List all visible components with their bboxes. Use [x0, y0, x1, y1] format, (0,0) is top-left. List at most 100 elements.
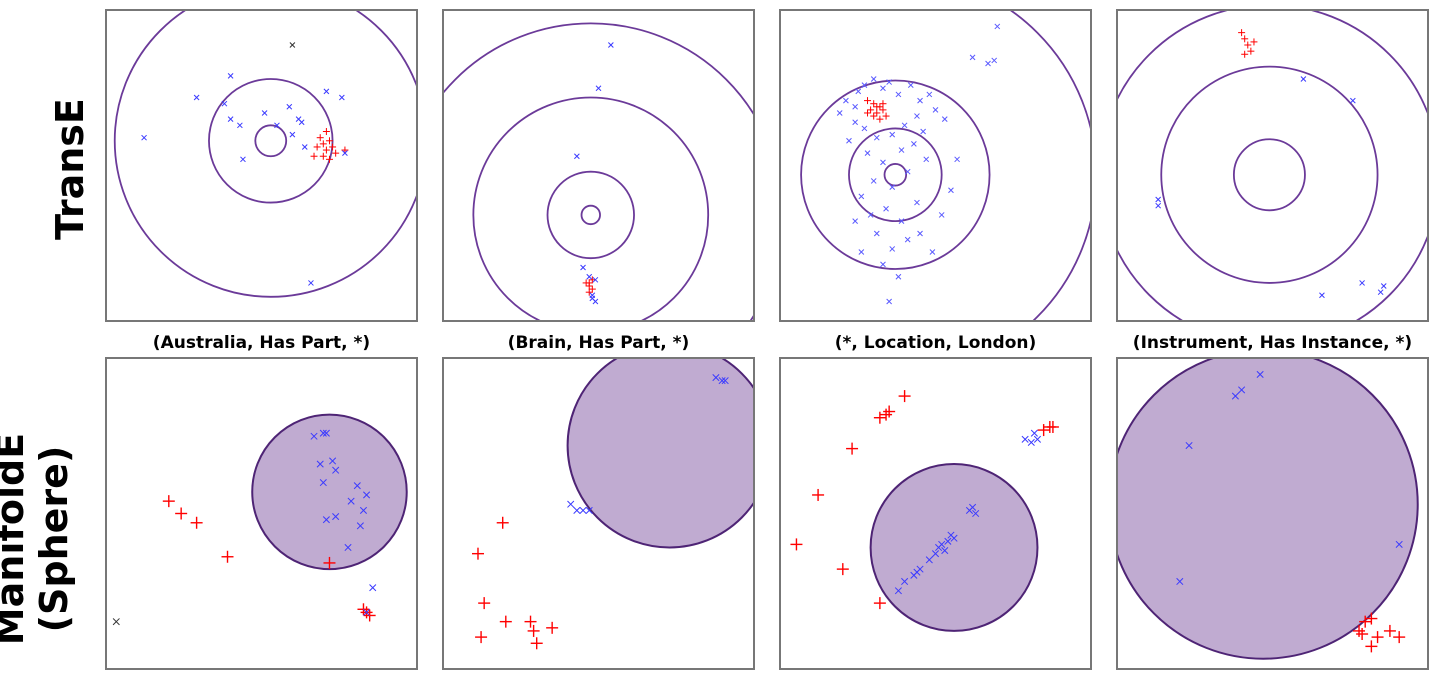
x-b — [221, 100, 228, 107]
x-marker — [880, 85, 886, 92]
plus-marker — [322, 146, 330, 154]
plus-marker — [499, 615, 512, 628]
x-marker — [994, 23, 1001, 30]
chart-panel-transe-brain — [442, 9, 755, 322]
plus-marker — [812, 488, 825, 501]
x-b — [873, 134, 880, 141]
plus-marker — [1371, 631, 1384, 644]
plus-marker — [1037, 424, 1050, 437]
x-marker — [1176, 577, 1184, 586]
x-marker — [347, 497, 355, 505]
x-marker — [914, 113, 920, 119]
plus-marker — [876, 115, 884, 123]
chart-panel-manifolde-australia — [105, 357, 418, 670]
ring-2 — [472, 96, 710, 320]
x-marker — [889, 246, 896, 252]
chart-panel-manifolde-london — [779, 357, 1092, 670]
sphere-region — [869, 463, 1039, 632]
x-b — [359, 506, 368, 514]
x-b — [914, 199, 920, 206]
x-b — [941, 547, 949, 555]
chart-svg — [113, 11, 416, 298]
plus-marker — [322, 128, 330, 136]
x-b — [852, 218, 859, 224]
x-b — [883, 205, 889, 212]
x-marker — [935, 543, 943, 552]
x-b — [994, 23, 1001, 30]
x-marker — [712, 373, 720, 382]
x-b — [907, 82, 914, 89]
plus-marker — [175, 507, 188, 520]
x-marker — [286, 103, 293, 110]
x-b — [1349, 97, 1356, 104]
plus-marker — [475, 631, 488, 644]
x-marker — [227, 73, 234, 79]
ring-0 — [254, 124, 288, 158]
x-b — [948, 187, 954, 194]
x-b — [567, 500, 575, 508]
x-marker — [883, 205, 889, 212]
x-b — [592, 276, 599, 283]
x-b — [1238, 386, 1246, 394]
x-marker — [1395, 540, 1403, 548]
chart-svg — [471, 359, 753, 650]
x-marker — [322, 429, 330, 437]
x-b — [353, 482, 361, 490]
x-b — [861, 82, 868, 89]
ring-1 — [1160, 65, 1379, 284]
plus-marker — [319, 140, 327, 148]
x-marker — [864, 150, 871, 156]
x-b — [880, 261, 886, 268]
sphere-region — [251, 413, 408, 571]
x-b — [227, 116, 234, 123]
plus-marker — [325, 137, 333, 145]
plus-marker — [310, 152, 318, 160]
x-marker — [867, 212, 874, 218]
x-marker — [846, 137, 852, 144]
x-b — [920, 128, 926, 135]
x-marker — [932, 107, 939, 113]
x-b — [1021, 435, 1029, 443]
plus-marker — [588, 285, 596, 293]
ring-2 — [1118, 11, 1427, 320]
x-marker — [227, 116, 234, 123]
x-b — [901, 122, 908, 129]
x-b — [1395, 540, 1403, 548]
x-b — [1027, 438, 1035, 446]
x-b — [363, 608, 371, 616]
plus-marker — [478, 597, 491, 610]
x-marker — [1033, 435, 1042, 443]
sphere-region — [1118, 359, 1419, 660]
x-marker — [1319, 292, 1325, 299]
plus-marker — [882, 112, 890, 120]
x-marker — [907, 82, 914, 89]
plus-marker — [190, 516, 203, 529]
x-marker — [353, 482, 361, 490]
x-b — [932, 107, 939, 113]
x-marker — [1377, 289, 1384, 296]
plus-marker — [527, 624, 540, 637]
x-marker — [880, 159, 886, 166]
x-b — [289, 42, 296, 48]
x-b — [586, 273, 593, 280]
x-marker — [941, 547, 949, 555]
plus-marker — [790, 538, 803, 551]
row-label-manifolde: ManifoldE (Sphere) — [0, 409, 76, 669]
x-b — [852, 119, 859, 126]
x-marker — [901, 577, 909, 586]
x-b — [889, 246, 896, 252]
x-marker — [861, 125, 868, 132]
plus-marker — [221, 550, 234, 563]
x-marker — [1238, 386, 1246, 394]
x-b — [913, 568, 921, 576]
plus-marker — [879, 106, 887, 114]
chart-svg — [1118, 359, 1419, 660]
x-b — [870, 178, 877, 184]
x-b — [931, 550, 940, 558]
x-b — [585, 506, 593, 514]
plus-marker — [873, 109, 881, 117]
x-b — [319, 479, 327, 487]
plus-marker — [585, 282, 593, 290]
x-b — [308, 280, 314, 286]
x-marker — [369, 584, 377, 592]
